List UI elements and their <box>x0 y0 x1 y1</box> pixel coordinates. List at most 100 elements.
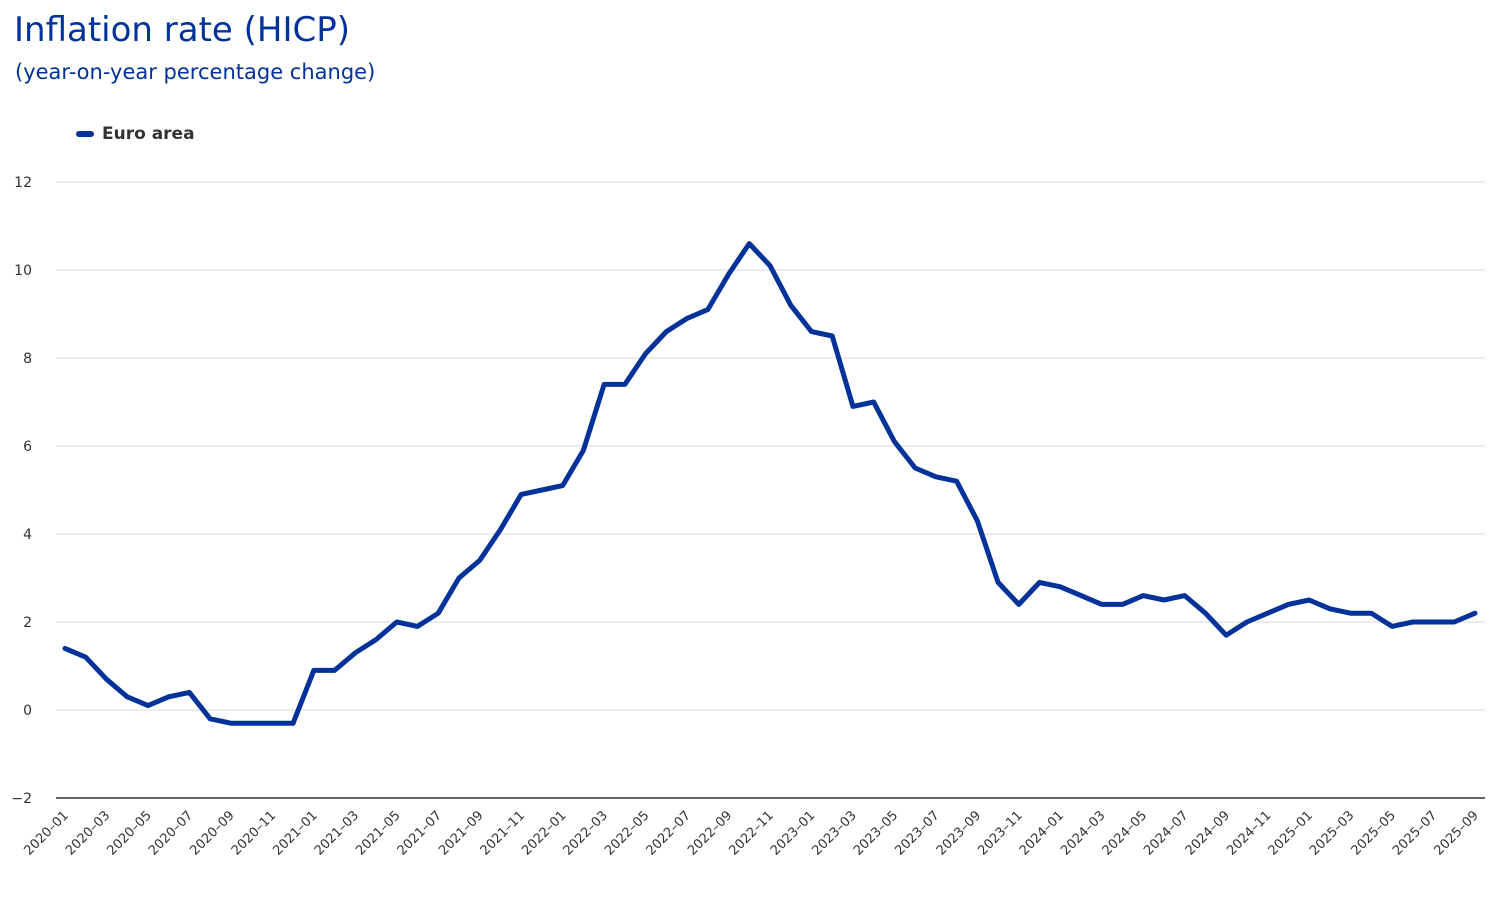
x-tick-label: 2021–05 <box>353 808 403 858</box>
data-point[interactable] <box>1013 598 1025 610</box>
data-point[interactable] <box>1034 576 1046 588</box>
x-tick-label: 2024–05 <box>1100 808 1150 858</box>
data-point[interactable] <box>826 330 838 342</box>
data-point[interactable] <box>681 312 693 324</box>
data-point[interactable] <box>1407 616 1419 628</box>
data-point[interactable] <box>329 664 341 676</box>
series-line-euro-area[interactable] <box>62 241 1478 726</box>
data-point[interactable] <box>1365 607 1377 619</box>
x-axis-ticks: 2020–012020–032020–052020–072020–092020–… <box>22 808 1482 858</box>
data-point[interactable] <box>785 299 797 311</box>
x-tick-label: 2023–07 <box>892 808 942 858</box>
data-point[interactable] <box>1117 598 1129 610</box>
data-point[interactable] <box>1096 598 1108 610</box>
data-point[interactable] <box>1469 607 1481 619</box>
data-point[interactable] <box>412 620 424 632</box>
data-point[interactable] <box>619 378 631 390</box>
chart-subtitle: (year-on-year percentage change) <box>15 60 376 84</box>
data-point[interactable] <box>1303 594 1315 606</box>
data-point[interactable] <box>536 484 548 496</box>
data-point[interactable] <box>888 436 900 448</box>
x-tick-label: 2021–03 <box>312 808 362 858</box>
data-point[interactable] <box>349 647 361 659</box>
data-point[interactable] <box>1220 629 1232 641</box>
data-point[interactable] <box>743 238 755 250</box>
data-point[interactable] <box>1448 616 1460 628</box>
data-point[interactable] <box>868 396 880 408</box>
data-point[interactable] <box>764 260 776 272</box>
x-tick-label: 2022–07 <box>644 808 694 858</box>
data-point[interactable] <box>1054 581 1066 593</box>
x-tick-label: 2023–03 <box>809 808 859 858</box>
data-point[interactable] <box>909 462 921 474</box>
grid-lines <box>56 181 1485 799</box>
data-point[interactable] <box>723 268 735 280</box>
chart-title: Inflation rate (HICP) <box>14 10 350 50</box>
data-point[interactable] <box>1428 616 1440 628</box>
y-tick-label: 4 <box>23 527 32 543</box>
data-point[interactable] <box>1282 598 1294 610</box>
data-point[interactable] <box>805 326 817 338</box>
data-point[interactable] <box>474 554 486 566</box>
x-tick-label: 2025–01 <box>1266 808 1316 858</box>
data-point[interactable] <box>577 444 589 456</box>
data-point[interactable] <box>100 673 112 685</box>
x-tick-label: 2021–09 <box>436 808 486 858</box>
data-point[interactable] <box>1137 590 1149 602</box>
data-point[interactable] <box>971 515 983 527</box>
data-point[interactable] <box>640 348 652 360</box>
data-point[interactable] <box>287 717 299 729</box>
data-point[interactable] <box>1075 590 1087 602</box>
y-tick-label: 0 <box>23 703 32 719</box>
data-point[interactable] <box>80 651 92 663</box>
data-point[interactable] <box>494 524 506 536</box>
data-point[interactable] <box>308 664 320 676</box>
data-point[interactable] <box>992 576 1004 588</box>
x-tick-label: 2024–03 <box>1058 808 1108 858</box>
x-tick-label: 2022–05 <box>602 808 652 858</box>
data-point[interactable] <box>1199 607 1211 619</box>
y-tick-label: 12 <box>14 175 32 191</box>
x-tick-label: 2025–07 <box>1390 808 1440 858</box>
data-point[interactable] <box>1179 590 1191 602</box>
data-point[interactable] <box>1324 603 1336 615</box>
data-point[interactable] <box>951 475 963 487</box>
x-tick-label: 2021–01 <box>270 808 320 858</box>
x-tick-label: 2020–03 <box>63 808 113 858</box>
data-point[interactable] <box>1158 594 1170 606</box>
x-tick-label: 2021–07 <box>395 808 445 858</box>
data-point[interactable] <box>432 607 444 619</box>
data-point[interactable] <box>246 717 258 729</box>
data-point[interactable] <box>59 642 71 654</box>
data-point[interactable] <box>391 616 403 628</box>
x-tick-label: 2022–09 <box>685 808 735 858</box>
data-point[interactable] <box>515 488 527 500</box>
data-point[interactable] <box>598 378 610 390</box>
data-point[interactable] <box>142 700 154 712</box>
series-layer <box>59 238 1481 729</box>
data-point[interactable] <box>453 572 465 584</box>
data-point[interactable] <box>225 717 237 729</box>
x-tick-label: 2023–11 <box>975 808 1025 858</box>
data-point[interactable] <box>1262 607 1274 619</box>
data-point[interactable] <box>183 686 195 698</box>
x-tick-label: 2023–09 <box>934 808 984 858</box>
y-tick-label: −2 <box>11 791 32 807</box>
data-point[interactable] <box>266 717 278 729</box>
data-point[interactable] <box>1345 607 1357 619</box>
data-point[interactable] <box>1386 620 1398 632</box>
x-tick-label: 2024–09 <box>1183 808 1233 858</box>
data-point[interactable] <box>557 480 569 492</box>
data-point[interactable] <box>204 713 216 725</box>
legend[interactable]: Euro area <box>76 124 195 144</box>
data-point[interactable] <box>930 471 942 483</box>
data-point[interactable] <box>660 326 672 338</box>
data-point[interactable] <box>1241 616 1253 628</box>
data-point[interactable] <box>121 691 133 703</box>
data-point[interactable] <box>847 400 859 412</box>
data-point[interactable] <box>370 634 382 646</box>
data-point[interactable] <box>702 304 714 316</box>
data-point[interactable] <box>163 691 175 703</box>
x-tick-label: 2020–01 <box>22 808 72 858</box>
